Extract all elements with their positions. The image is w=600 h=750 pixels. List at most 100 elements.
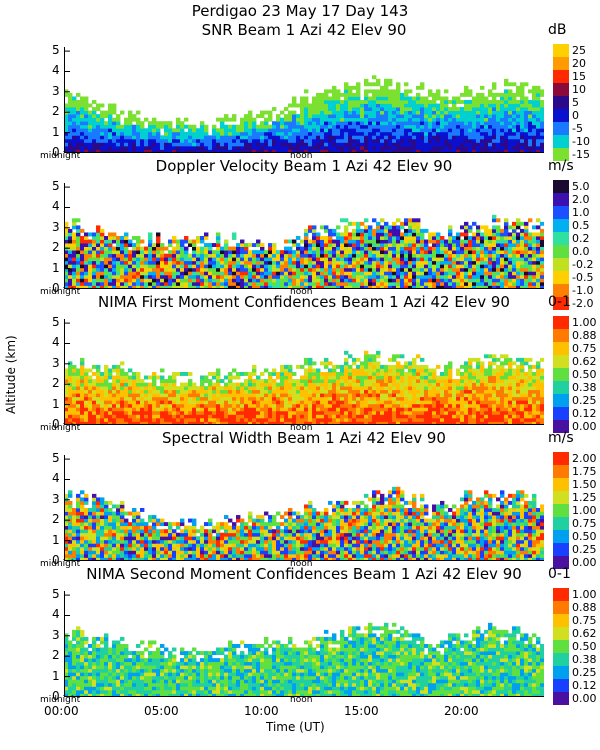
heatmap-cell bbox=[296, 281, 301, 286]
heatmap-cell bbox=[492, 278, 497, 283]
heatmap-cell bbox=[108, 110, 113, 115]
heatmap-cell bbox=[140, 417, 145, 422]
heatmap-cell bbox=[88, 396, 93, 401]
heatmap-cell bbox=[448, 145, 453, 150]
heatmap-cell bbox=[156, 281, 161, 286]
heatmap-cell bbox=[236, 375, 241, 380]
heatmap-cell bbox=[468, 110, 473, 115]
heatmap-cell bbox=[116, 281, 121, 286]
heatmap-cell bbox=[364, 281, 369, 286]
heatmap-cell bbox=[192, 278, 197, 283]
heatmap-cell bbox=[388, 138, 393, 143]
heatmap-cell bbox=[440, 142, 445, 147]
heatmap-cell bbox=[208, 372, 213, 376]
heatmap-cell bbox=[104, 264, 109, 269]
heatmap-cell bbox=[368, 393, 373, 398]
heatmap-cell bbox=[68, 250, 73, 255]
heatmap-cell bbox=[152, 243, 157, 247]
heatmap-cell bbox=[308, 243, 313, 247]
heatmap-cell bbox=[264, 257, 269, 262]
heatmap-cell bbox=[144, 145, 149, 150]
heatmap-cell bbox=[420, 124, 425, 129]
heatmap-cell bbox=[72, 246, 77, 251]
heatmap-cell bbox=[228, 131, 233, 136]
heatmap-cell bbox=[332, 243, 337, 247]
heatmap-cell bbox=[252, 393, 257, 398]
heatmap-cell bbox=[164, 421, 169, 425]
heatmap-cell bbox=[352, 110, 357, 115]
heatmap-cell bbox=[204, 379, 209, 383]
heatmap-cell bbox=[360, 142, 365, 147]
heatmap-cell bbox=[436, 149, 441, 153]
heatmap-cell bbox=[372, 364, 377, 369]
heatmap-cell bbox=[204, 278, 209, 283]
heatmap-cell bbox=[196, 389, 201, 394]
heatmap-cell bbox=[192, 124, 197, 129]
heatmap-cell bbox=[136, 389, 141, 394]
heatmap-cell bbox=[516, 107, 521, 111]
heatmap-cell bbox=[76, 278, 81, 283]
heatmap-cell bbox=[492, 218, 497, 223]
heatmap-cell bbox=[196, 271, 201, 276]
heatmap-cell bbox=[296, 145, 301, 150]
heatmap-cell bbox=[360, 285, 365, 289]
heatmap-cell bbox=[256, 124, 261, 129]
heatmap-cell bbox=[372, 232, 377, 237]
heatmap-cell bbox=[376, 361, 381, 366]
heatmap-cell bbox=[408, 267, 413, 272]
heatmap-cell bbox=[68, 375, 73, 380]
heatmap-cell bbox=[180, 246, 185, 251]
heatmap-cell bbox=[256, 239, 261, 244]
heatmap-cell bbox=[224, 114, 229, 119]
heatmap-cell bbox=[464, 128, 469, 133]
heatmap-cell bbox=[436, 246, 441, 251]
heatmap-cell bbox=[264, 389, 269, 394]
heatmap-cell bbox=[464, 257, 469, 262]
heatmap-cell bbox=[356, 103, 361, 108]
heatmap-cell bbox=[308, 417, 313, 422]
heatmap-cell bbox=[260, 243, 265, 247]
heatmap-cell bbox=[464, 100, 469, 104]
heatmap-cell bbox=[388, 131, 393, 136]
heatmap-cell bbox=[240, 145, 245, 150]
heatmap-cell bbox=[136, 386, 141, 391]
heatmap-cell bbox=[376, 246, 381, 251]
heatmap-cell bbox=[148, 250, 153, 255]
heatmap-cell bbox=[404, 110, 409, 115]
heatmap-cell bbox=[492, 260, 497, 265]
heatmap-cell bbox=[152, 257, 157, 262]
heatmap-cell bbox=[436, 142, 441, 147]
heatmap-cell bbox=[320, 253, 325, 258]
heatmap-cell bbox=[76, 121, 81, 126]
heatmap-cell bbox=[112, 149, 117, 153]
heatmap-cell bbox=[148, 417, 153, 422]
heatmap-cell bbox=[388, 225, 393, 230]
heatmap-cell bbox=[320, 382, 325, 387]
heatmap-cell bbox=[348, 400, 353, 405]
heatmap-cell bbox=[92, 114, 97, 119]
heatmap-cell bbox=[80, 114, 85, 119]
heatmap-cell bbox=[256, 131, 261, 136]
heatmap-cell bbox=[136, 239, 141, 244]
heatmap-cell bbox=[204, 260, 209, 265]
heatmap-cell bbox=[208, 281, 213, 286]
heatmap-cell bbox=[84, 421, 89, 425]
heatmap-cell bbox=[412, 128, 417, 133]
heatmap-cell bbox=[284, 407, 289, 412]
heatmap-cell bbox=[360, 145, 365, 150]
heatmap-cell bbox=[320, 361, 325, 366]
heatmap-cell bbox=[208, 138, 213, 143]
heatmap-cell bbox=[316, 285, 321, 289]
heatmap-cell bbox=[356, 375, 361, 380]
heatmap-cell bbox=[236, 271, 241, 276]
heatmap-cell bbox=[460, 145, 465, 150]
y-tick-label: 0 bbox=[52, 145, 60, 159]
heatmap-cell bbox=[360, 278, 365, 283]
heatmap-cell bbox=[448, 117, 453, 122]
heatmap-cell bbox=[96, 281, 101, 286]
heatmap-cell bbox=[308, 375, 313, 380]
heatmap-cell bbox=[156, 121, 161, 126]
heatmap-cell bbox=[420, 128, 425, 133]
heatmap-cell bbox=[284, 382, 289, 387]
heatmap-cell bbox=[104, 379, 109, 383]
